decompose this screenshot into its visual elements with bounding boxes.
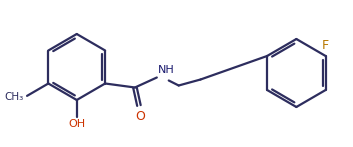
Text: CH₃: CH₃ — [5, 92, 24, 102]
Text: F: F — [322, 39, 329, 52]
Text: O: O — [135, 110, 145, 122]
Text: OH: OH — [68, 119, 85, 129]
Text: NH: NH — [158, 65, 175, 75]
